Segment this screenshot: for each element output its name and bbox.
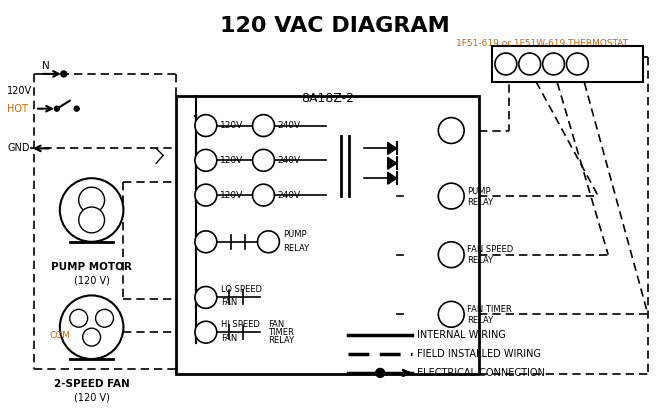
Text: FAN: FAN: [220, 298, 237, 307]
Text: LO SPEED: LO SPEED: [220, 285, 262, 294]
Text: 8A18Z-2: 8A18Z-2: [301, 92, 354, 105]
Circle shape: [195, 287, 217, 308]
Text: RELAY: RELAY: [467, 197, 493, 207]
Circle shape: [257, 231, 279, 253]
Circle shape: [566, 53, 588, 75]
Text: 1F51-619 or 1F51W-619 THERMOSTAT: 1F51-619 or 1F51W-619 THERMOSTAT: [456, 39, 628, 48]
Text: COM: COM: [50, 331, 71, 340]
Text: FAN: FAN: [220, 334, 237, 343]
Circle shape: [96, 309, 113, 327]
Text: GND: GND: [7, 143, 29, 153]
Text: P2: P2: [199, 155, 213, 166]
Text: HI: HI: [200, 327, 212, 337]
Circle shape: [438, 183, 464, 209]
Text: HI SPEED: HI SPEED: [220, 320, 260, 329]
Text: TIMER: TIMER: [269, 328, 294, 337]
Circle shape: [438, 301, 464, 327]
Circle shape: [495, 53, 517, 75]
Text: R: R: [502, 59, 510, 69]
Text: FIELD INSTALLED WIRING: FIELD INSTALLED WIRING: [417, 349, 541, 359]
Text: W: W: [523, 59, 536, 69]
Circle shape: [543, 53, 564, 75]
Text: 120V: 120V: [7, 86, 32, 96]
Circle shape: [195, 115, 217, 137]
Text: L1: L1: [200, 237, 212, 247]
Text: F2: F2: [257, 190, 270, 200]
Text: (120 V): (120 V): [74, 393, 110, 403]
Circle shape: [519, 53, 541, 75]
Text: FAN SPEED: FAN SPEED: [467, 245, 513, 254]
Circle shape: [376, 368, 385, 378]
Text: Y: Y: [447, 250, 455, 260]
Text: 120V: 120V: [220, 156, 243, 165]
Text: 120V: 120V: [220, 121, 243, 130]
Text: R: R: [447, 126, 456, 135]
Circle shape: [438, 242, 464, 268]
Text: PUMP: PUMP: [467, 186, 490, 196]
Polygon shape: [388, 158, 397, 169]
Text: INTERNAL WIRING: INTERNAL WIRING: [417, 330, 507, 340]
Text: G: G: [573, 59, 582, 69]
Text: L2: L2: [257, 121, 270, 131]
Bar: [176, 96, 479, 374]
Bar: [492, 46, 643, 82]
Circle shape: [253, 184, 275, 206]
Circle shape: [74, 106, 79, 111]
Circle shape: [54, 106, 60, 111]
Circle shape: [195, 321, 217, 343]
Text: (120 V): (120 V): [74, 276, 110, 286]
Circle shape: [78, 207, 105, 233]
Text: PUMP: PUMP: [283, 230, 307, 239]
Circle shape: [78, 187, 105, 213]
Text: 240V: 240V: [277, 121, 301, 130]
Circle shape: [253, 150, 275, 171]
Circle shape: [60, 178, 123, 242]
Text: Y: Y: [549, 59, 557, 69]
Circle shape: [82, 328, 100, 346]
Text: ELECTRICAL CONNECTION: ELECTRICAL CONNECTION: [417, 368, 545, 378]
Text: FAN: FAN: [269, 320, 285, 329]
Text: RELAY: RELAY: [467, 256, 493, 265]
Text: W: W: [445, 191, 458, 201]
Text: HI: HI: [100, 314, 109, 323]
Text: PUMP MOTOR: PUMP MOTOR: [51, 261, 132, 272]
Text: P2: P2: [257, 155, 271, 166]
Circle shape: [60, 295, 123, 359]
Text: RELAY: RELAY: [283, 244, 310, 253]
Circle shape: [195, 231, 217, 253]
Text: P1: P1: [261, 237, 275, 247]
Text: HOT: HOT: [7, 103, 28, 114]
Text: 120V: 120V: [220, 191, 243, 199]
Text: N: N: [42, 61, 50, 71]
Circle shape: [195, 150, 217, 171]
Text: RELAY: RELAY: [467, 316, 493, 325]
Text: RELAY: RELAY: [269, 336, 295, 345]
Polygon shape: [388, 142, 397, 154]
Circle shape: [253, 115, 275, 137]
Polygon shape: [388, 172, 397, 184]
Text: 120 VAC DIAGRAM: 120 VAC DIAGRAM: [220, 16, 450, 36]
Text: L0: L0: [200, 292, 212, 303]
Text: 240V: 240V: [277, 191, 301, 199]
Circle shape: [195, 184, 217, 206]
Text: F2: F2: [199, 190, 212, 200]
Text: 2-SPEED FAN: 2-SPEED FAN: [54, 379, 129, 389]
Circle shape: [70, 309, 88, 327]
Text: FAN TIMER: FAN TIMER: [467, 305, 512, 314]
Text: LO: LO: [73, 314, 84, 323]
Text: 240V: 240V: [277, 156, 301, 165]
Circle shape: [438, 118, 464, 143]
Text: G: G: [447, 309, 456, 319]
Text: N: N: [202, 121, 210, 131]
Circle shape: [61, 71, 67, 77]
